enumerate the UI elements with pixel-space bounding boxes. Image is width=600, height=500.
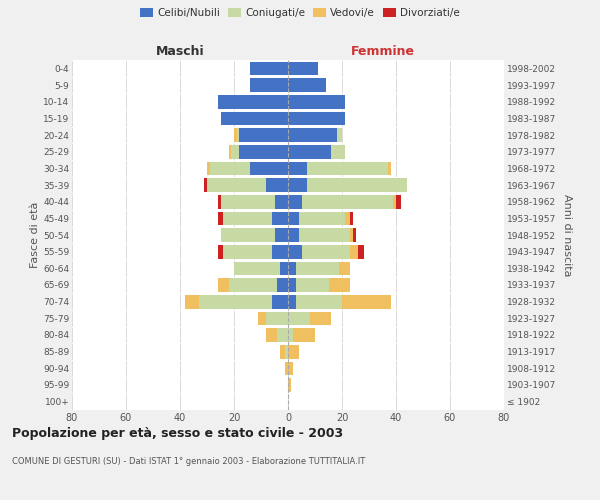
Bar bbox=[223, 212, 272, 225]
Bar bbox=[207, 162, 210, 175]
Bar bbox=[307, 162, 388, 175]
Y-axis label: Fasce di età: Fasce di età bbox=[30, 202, 40, 268]
Bar bbox=[229, 278, 277, 292]
Bar bbox=[218, 195, 221, 208]
Bar bbox=[199, 295, 272, 308]
Bar bbox=[221, 228, 275, 242]
Bar bbox=[396, 195, 401, 208]
Bar bbox=[353, 228, 355, 242]
Bar bbox=[258, 312, 266, 325]
Bar bbox=[218, 95, 288, 108]
Bar bbox=[229, 145, 232, 158]
Bar bbox=[358, 245, 364, 258]
Bar bbox=[310, 312, 331, 325]
Bar bbox=[288, 362, 293, 375]
Text: Femmine: Femmine bbox=[351, 44, 415, 58]
Bar bbox=[288, 212, 299, 225]
Bar bbox=[210, 162, 250, 175]
Bar bbox=[221, 112, 288, 125]
Bar bbox=[302, 245, 350, 258]
Bar bbox=[234, 262, 280, 275]
Bar bbox=[277, 278, 288, 292]
Bar bbox=[288, 112, 344, 125]
Bar bbox=[288, 145, 331, 158]
Bar bbox=[218, 212, 223, 225]
Bar bbox=[340, 262, 350, 275]
Bar bbox=[337, 128, 342, 142]
Bar bbox=[250, 162, 288, 175]
Bar bbox=[293, 328, 315, 342]
Bar bbox=[288, 195, 302, 208]
Bar bbox=[307, 178, 407, 192]
Bar bbox=[331, 145, 344, 158]
Bar bbox=[394, 195, 396, 208]
Bar bbox=[218, 245, 223, 258]
Bar bbox=[329, 278, 350, 292]
Bar bbox=[272, 212, 288, 225]
Bar bbox=[272, 245, 288, 258]
Bar bbox=[288, 178, 307, 192]
Bar bbox=[288, 345, 299, 358]
Bar bbox=[288, 295, 296, 308]
Bar bbox=[239, 128, 288, 142]
Bar bbox=[299, 228, 350, 242]
Bar bbox=[221, 195, 275, 208]
Bar bbox=[350, 212, 353, 225]
Bar bbox=[250, 62, 288, 75]
Bar bbox=[288, 78, 326, 92]
Bar bbox=[296, 278, 329, 292]
Bar bbox=[288, 128, 337, 142]
Bar bbox=[388, 162, 391, 175]
Bar bbox=[204, 178, 207, 192]
Bar bbox=[239, 145, 288, 158]
Text: Popolazione per età, sesso e stato civile - 2003: Popolazione per età, sesso e stato civil… bbox=[12, 428, 343, 440]
Bar bbox=[266, 178, 288, 192]
Bar bbox=[288, 162, 307, 175]
Bar bbox=[275, 228, 288, 242]
Bar bbox=[288, 278, 296, 292]
Bar bbox=[223, 245, 272, 258]
Bar bbox=[185, 295, 199, 308]
Bar bbox=[272, 295, 288, 308]
Bar bbox=[275, 195, 288, 208]
Bar bbox=[342, 295, 391, 308]
Bar bbox=[296, 295, 342, 308]
Bar bbox=[288, 62, 318, 75]
Legend: Celibi/Nubili, Coniugati/e, Vedovi/e, Divorziati/e: Celibi/Nubili, Coniugati/e, Vedovi/e, Di… bbox=[137, 5, 463, 21]
Bar bbox=[218, 278, 229, 292]
Bar bbox=[286, 362, 288, 375]
Bar bbox=[288, 312, 310, 325]
Bar bbox=[266, 328, 277, 342]
Bar bbox=[288, 378, 290, 392]
Bar bbox=[232, 145, 239, 158]
Bar bbox=[296, 262, 340, 275]
Bar bbox=[288, 262, 296, 275]
Bar bbox=[277, 328, 288, 342]
Y-axis label: Anni di nascita: Anni di nascita bbox=[562, 194, 572, 276]
Bar bbox=[250, 78, 288, 92]
Text: COMUNE DI GESTURI (SU) - Dati ISTAT 1° gennaio 2003 - Elaborazione TUTTITALIA.IT: COMUNE DI GESTURI (SU) - Dati ISTAT 1° g… bbox=[12, 458, 365, 466]
Bar bbox=[236, 128, 239, 142]
Bar bbox=[344, 212, 350, 225]
Bar bbox=[288, 228, 299, 242]
Bar bbox=[350, 228, 353, 242]
Bar bbox=[302, 195, 394, 208]
Bar bbox=[299, 212, 345, 225]
Bar bbox=[286, 345, 288, 358]
Bar bbox=[234, 128, 236, 142]
Bar bbox=[266, 312, 288, 325]
Bar bbox=[288, 245, 302, 258]
Bar bbox=[288, 328, 293, 342]
Bar bbox=[280, 262, 288, 275]
Text: Maschi: Maschi bbox=[155, 44, 205, 58]
Bar bbox=[350, 245, 358, 258]
Bar bbox=[288, 95, 344, 108]
Bar bbox=[280, 345, 286, 358]
Bar bbox=[207, 178, 266, 192]
